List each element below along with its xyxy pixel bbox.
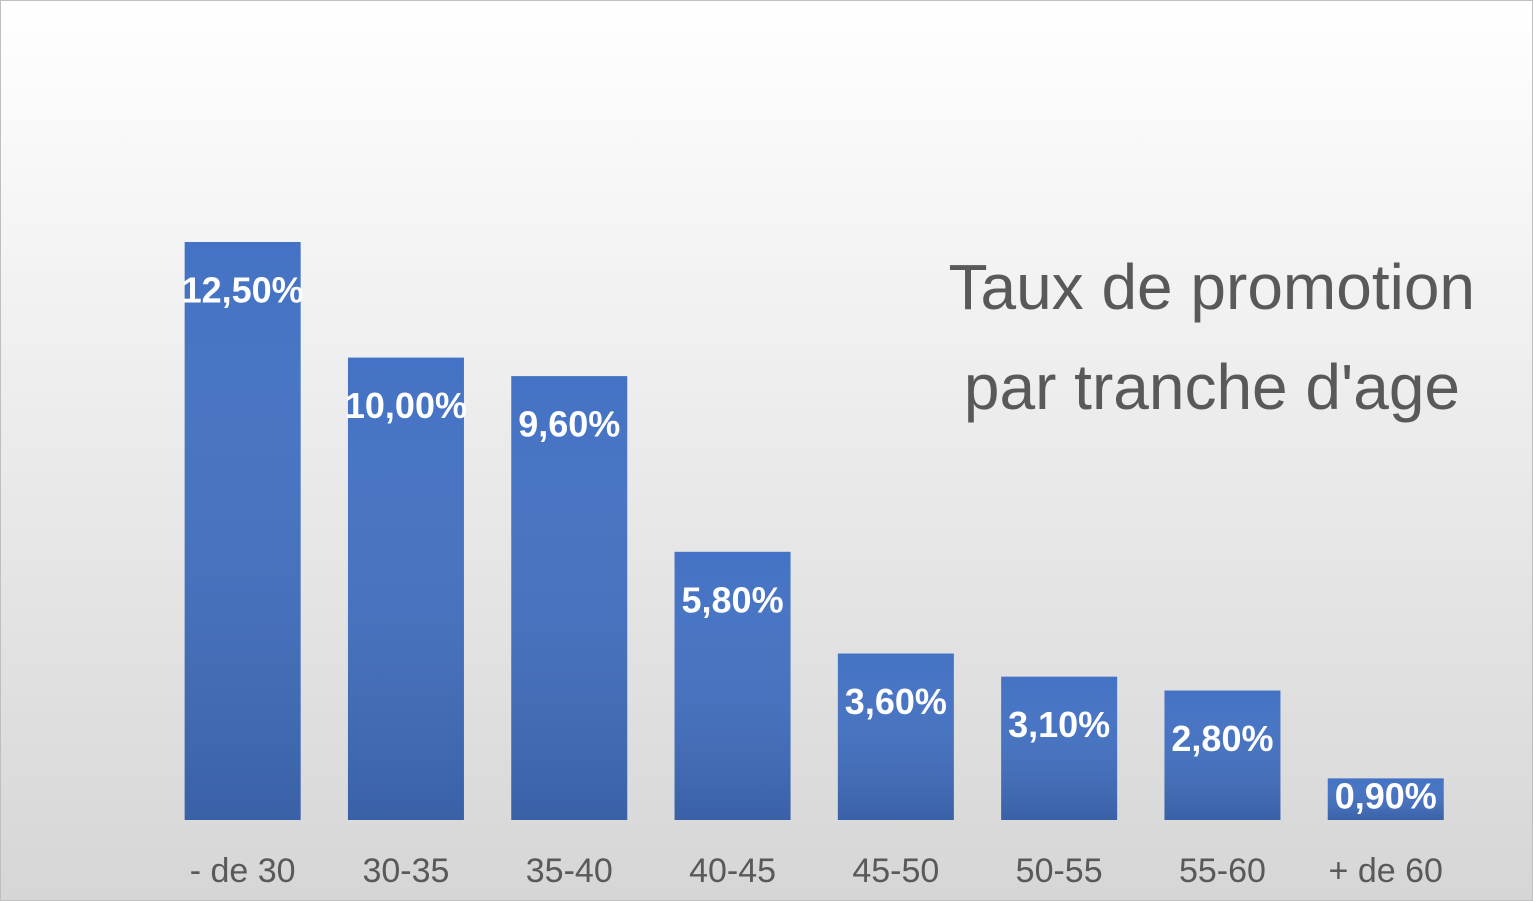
x-tick-label: 35-40 bbox=[526, 852, 613, 890]
value-label: 2,80% bbox=[1171, 718, 1273, 759]
x-tick-label: 55-60 bbox=[1179, 852, 1266, 890]
x-tick-label: + de 60 bbox=[1329, 852, 1443, 890]
chart-title: par tranche d'age bbox=[964, 351, 1460, 423]
value-label: 12,50% bbox=[182, 270, 304, 311]
bar-shade bbox=[674, 551, 791, 820]
value-label: 3,10% bbox=[1008, 704, 1110, 745]
bar-shade bbox=[1001, 676, 1118, 820]
value-label: 10,00% bbox=[345, 385, 467, 426]
value-label: 3,60% bbox=[845, 681, 947, 722]
bar-shade bbox=[184, 242, 301, 820]
x-tick-label: 45-50 bbox=[852, 852, 939, 890]
bar-shade bbox=[511, 376, 628, 820]
x-tick-label: - de 30 bbox=[190, 852, 296, 890]
bar-shade bbox=[347, 357, 464, 820]
value-label: 5,80% bbox=[682, 579, 784, 620]
value-label: 0,90% bbox=[1335, 776, 1437, 817]
chart-title: Taux de promotion bbox=[948, 251, 1475, 323]
x-tick-label: 50-55 bbox=[1016, 852, 1103, 890]
value-label: 9,60% bbox=[518, 404, 620, 445]
x-tick-label: 30-35 bbox=[362, 852, 449, 890]
bar-shade bbox=[1327, 778, 1444, 820]
bar-shade bbox=[837, 653, 954, 820]
bar-shade bbox=[1164, 690, 1281, 820]
x-tick-label: 40-45 bbox=[689, 852, 776, 890]
